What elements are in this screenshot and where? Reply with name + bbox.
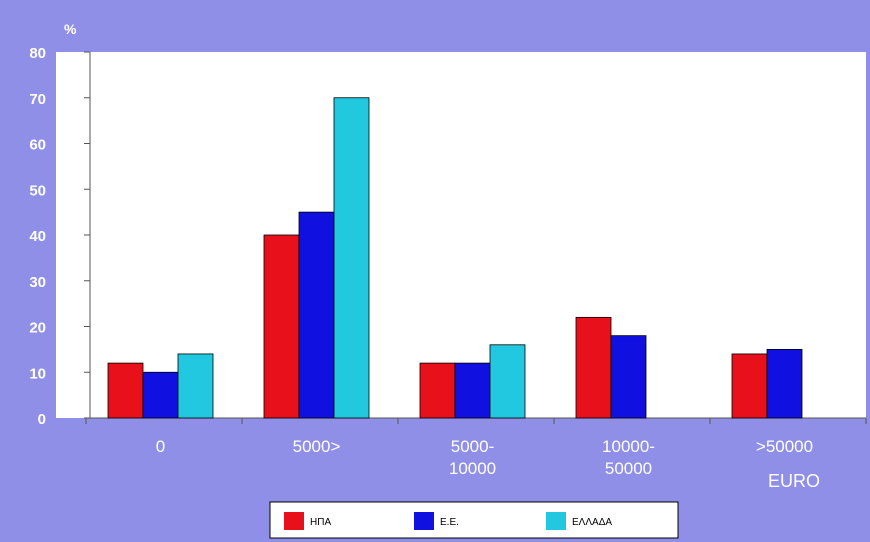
x-tick-label: 10000	[449, 459, 496, 478]
bar-eu	[454, 362, 491, 419]
bar-greece	[177, 353, 214, 419]
legend-swatch	[284, 512, 304, 530]
y-tick-label: 10	[29, 365, 46, 382]
y-tick-label: 0	[38, 411, 46, 428]
bar-eu	[766, 348, 803, 419]
legend-label: ΕΛΛΑΔΑ	[572, 517, 612, 528]
legend-label: Ε.Ε.	[440, 517, 459, 528]
x-tick-label: 10000-	[602, 437, 655, 456]
bar-greece	[333, 97, 370, 419]
y-axis-label: %	[64, 21, 77, 37]
bar-usa	[575, 316, 612, 419]
legend: ΗΠΑ Ε.Ε. ΕΛΛΑΔΑ	[269, 501, 679, 539]
y-tick-label: 30	[29, 274, 46, 291]
y-tick-label: 20	[29, 320, 46, 337]
x-tick-label: 5000-	[451, 437, 494, 456]
y-axis: 0 10 20 30 40 50 60 70 80	[29, 45, 91, 428]
bar-eu	[142, 371, 179, 419]
x-axis-label: EURO	[768, 471, 820, 491]
bar-usa	[731, 353, 768, 419]
bar-eu	[298, 211, 335, 419]
legend-swatch	[414, 512, 434, 530]
y-tick-label: 60	[29, 137, 46, 154]
legend-swatch	[546, 512, 566, 530]
bar-usa	[263, 234, 300, 419]
legend-box	[269, 501, 679, 539]
y-tick-label: 80	[29, 45, 46, 62]
x-tick-label: >50000	[756, 437, 813, 456]
bar-usa	[419, 362, 456, 419]
bar-eu	[610, 335, 647, 419]
x-tick-label: 5000>	[293, 437, 341, 456]
bar-usa	[107, 362, 144, 419]
x-axis: 0 5000> 5000- 10000 10000- 50000 >50000	[85, 417, 867, 478]
y-tick-label: 50	[29, 182, 46, 199]
bar-greece	[489, 344, 526, 419]
x-tick-label: 0	[156, 437, 165, 456]
y-tick-label: 70	[29, 91, 46, 108]
legend-label: ΗΠΑ	[310, 517, 331, 528]
x-tick-label: 50000	[605, 459, 652, 478]
y-tick-label: 40	[29, 228, 46, 245]
bars	[107, 97, 803, 419]
